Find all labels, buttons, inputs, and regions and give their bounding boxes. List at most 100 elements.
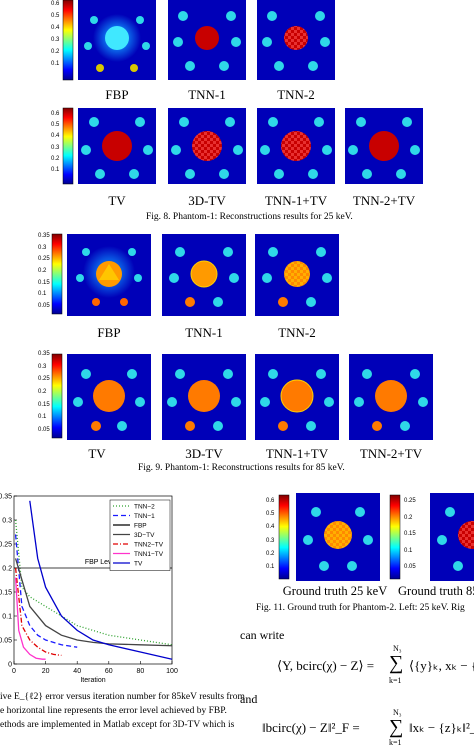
colorbar-tick-label: 0.35 — [38, 233, 50, 239]
colorbar-tick-label: 0.15 — [38, 279, 50, 286]
colorbar-tick-label: 0.2 — [51, 49, 60, 55]
colorbar-tick-label: 0.15 — [38, 401, 50, 408]
fig8-label-3dtv: 3D-TV — [188, 193, 226, 208]
eq2-lhs: ‖bcirc(χ) − Z‖²_F = — [262, 720, 360, 735]
colorbar-tick-label: 0.4 — [51, 25, 60, 31]
eq1-sum-bottom: k=1 — [389, 676, 402, 685]
fig8-colorbar-row2 — [62, 107, 74, 185]
x-tick-label: 0 — [12, 668, 16, 675]
fig8-label-tnn1tv: TNN-1+TV — [264, 193, 328, 208]
fig9-caption: Fig. 9. Phantom-1: Reconstructions resul… — [138, 463, 345, 473]
fig8-panel-tnn2tv — [345, 108, 423, 184]
fig9-label-tv: TV — [88, 446, 106, 461]
legend-label: 3D−TV — [134, 532, 155, 539]
fig8-panel-tnn2 — [257, 0, 335, 80]
y-tick-label: 0.15 — [0, 590, 12, 597]
fig8-caption: Fig. 8. Phantom-1: Reconstructions resul… — [146, 212, 353, 222]
fig9-panel-tnn2tv — [349, 354, 433, 440]
colorbar-tick-label: 0.6 — [51, 111, 60, 117]
legend-label: TNN2−TV — [134, 542, 164, 549]
colorbar-tick-label: 0.05 — [38, 427, 50, 433]
colorbar-tick-label: 0.25 — [38, 376, 50, 383]
text-can-write: can write — [240, 628, 285, 642]
legend-label: FBP — [134, 523, 147, 530]
fig8-label-tv: TV — [108, 193, 126, 208]
colorbar-tick-label: 0.1 — [51, 61, 60, 67]
eq1-sum-top: N₃ — [393, 644, 402, 653]
fig8-panel-3dtv — [168, 108, 246, 184]
colorbar-tick-label: 0.1 — [51, 167, 60, 173]
colorbar-tick-label: 0.1 — [266, 564, 275, 570]
colorbar-tick-label: 0.1 — [38, 414, 47, 421]
fig11-panel-25kev — [296, 493, 380, 581]
colorbar-tick-label: 0.3 — [38, 244, 47, 251]
fig11-label-25kev: Ground truth 25 keV — [282, 584, 388, 598]
fig9-panel-tnn2 — [255, 234, 339, 316]
legend-label: TNN1−TV — [134, 551, 164, 558]
chart-caption-line3: ethods are implemented in Matlab except … — [0, 720, 235, 730]
fig9-panel-fbp — [67, 234, 151, 316]
colorbar-tick-label: 0.3 — [51, 37, 60, 43]
fig11-label-85kev: Ground truth 85 — [398, 584, 474, 598]
legend-label: TNN−2 — [134, 504, 155, 511]
fig8-panel-tv — [78, 108, 156, 184]
y-tick-label: 0 — [8, 662, 12, 669]
fig8-panel-fbp — [78, 0, 156, 80]
fig9-panel-3dtv — [162, 354, 246, 440]
x-tick-label: 80 — [137, 668, 145, 675]
error-vs-iteration-chart: 0 0.05 0.1 0.15 0.2 0.25 0.3 0.35 0 20 40 60 80 100 It… — [0, 494, 178, 685]
colorbar-tick-label: 0.4 — [51, 133, 60, 140]
fig9-colorbar-row2 — [51, 353, 63, 439]
colorbar-tick-label: 0.3 — [51, 144, 60, 151]
eq1-sum-symbol: ∑ — [389, 652, 404, 674]
eq2-rhs: ‖xₖ − {z}ₖ‖²_F — [409, 720, 474, 735]
colorbar-tick-label: 0.3 — [38, 363, 47, 370]
colorbar-tick-label: 0.2 — [51, 155, 60, 162]
fig8-label-tnn1: TNN-1 — [188, 87, 226, 102]
y-tick-label: 0.25 — [0, 542, 12, 549]
colorbar-tick-label: 0.1 — [38, 291, 47, 298]
eq2-sum-symbol: ∑ — [389, 716, 404, 738]
eq1-lhs: ⟨Y, bcirc(χ) − Z⟩ = — [277, 658, 375, 673]
fbp-level-annotation: FBP Level — [85, 559, 118, 566]
colorbar-tick-label: 0.5 — [266, 511, 275, 518]
legend-label: TNN−1 — [134, 513, 155, 520]
series-line — [14, 577, 46, 660]
x-tick-label: 20 — [42, 668, 50, 675]
fig9-panel-tv — [67, 354, 151, 440]
eq2-sum-top: N₃ — [393, 708, 402, 717]
colorbar-tick-label: 0.15 — [404, 531, 416, 537]
fig11-colorbar-left — [278, 494, 290, 580]
fig9-label-fbp: FBP — [97, 325, 121, 340]
series-line — [29, 500, 173, 660]
x-tick-label: 100 — [166, 668, 178, 675]
colorbar-tick-label: 0.35 — [38, 351, 50, 357]
colorbar-tick-label: 0.6 — [266, 498, 275, 504]
series-line — [14, 558, 173, 647]
fig11-panel-85kev — [430, 493, 474, 581]
fig8-panel-tnn1tv — [257, 108, 335, 184]
fig9-label-tnn2: TNN-2 — [278, 325, 316, 340]
y-tick-label: 0.35 — [0, 494, 12, 501]
colorbar-tick-label: 0.25 — [38, 256, 50, 263]
eq2-sum-bottom: k=1 — [389, 738, 402, 747]
colorbar-tick-label: 0.25 — [404, 498, 416, 504]
colorbar-tick-label: 0.3 — [266, 537, 275, 544]
legend-box — [109, 499, 171, 571]
colorbar-tick-label: 0.2 — [38, 389, 47, 395]
fig8-label-tnn2tv: TNN-2+TV — [352, 193, 416, 208]
fig11-caption: Fig. 11. Ground truth for Phantom-2. Lef… — [256, 603, 465, 613]
y-tick-label: 0.05 — [0, 638, 12, 645]
fig11-colorbar-right — [389, 494, 401, 580]
colorbar-tick-label: 0.05 — [404, 564, 416, 570]
fig9-panel-tnn1 — [162, 234, 246, 316]
chart-caption-line1: ive E_{ℓ2} error versus iteration number… — [0, 692, 245, 702]
colorbar-tick-label: 0.6 — [51, 1, 60, 7]
x-tick-label: 40 — [73, 668, 81, 675]
fig8-label-tnn2: TNN-2 — [277, 87, 315, 102]
series-line — [14, 519, 173, 646]
fig9-label-tnn1tv: TNN-1+TV — [265, 446, 329, 461]
y-tick-label: 0.2 — [2, 566, 12, 573]
fig9-colorbar-row1 — [51, 233, 63, 315]
